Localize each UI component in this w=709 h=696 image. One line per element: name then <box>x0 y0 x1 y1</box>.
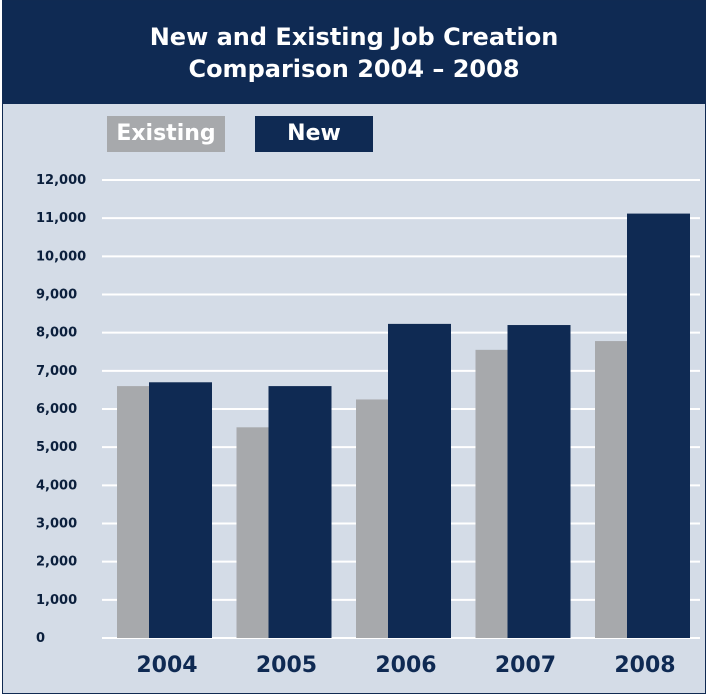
y-tick-label: 9,000 <box>36 288 77 303</box>
bar-new <box>268 386 332 638</box>
y-tick-label: 12,000 <box>36 173 86 188</box>
y-tick-label: 8,000 <box>36 326 77 341</box>
chart-header: New and Existing Job Creation Comparison… <box>3 1 705 104</box>
bar-new <box>507 325 571 638</box>
x-tick-label: 2007 <box>495 653 556 678</box>
x-tick-label: 2005 <box>256 653 317 678</box>
x-tick-label: 2004 <box>136 653 197 678</box>
x-tick-label: 2006 <box>375 653 436 678</box>
x-tick-label: 2008 <box>614 653 675 678</box>
y-tick-label: 2,000 <box>36 555 77 570</box>
chart-title-line-1: New and Existing Job Creation <box>149 23 559 51</box>
bar-new <box>149 382 212 638</box>
chart-title-line-2: Comparison 2004 – 2008 <box>188 55 520 83</box>
y-tick-label: 10,000 <box>36 249 86 264</box>
y-tick-label: 1,000 <box>36 593 77 608</box>
y-tick-label: 0 <box>36 631 45 646</box>
bar-new <box>627 213 690 638</box>
legend-new: New <box>255 116 373 152</box>
y-tick-label: 4,000 <box>36 478 77 493</box>
legend-existing: Existing <box>107 116 225 152</box>
y-tick-label: 7,000 <box>36 364 77 379</box>
y-tick-label: 6,000 <box>36 402 77 417</box>
y-tick-label: 11,000 <box>36 211 86 226</box>
bar-new <box>388 323 451 638</box>
y-tick-label: 3,000 <box>36 517 77 532</box>
y-tick-label: 5,000 <box>36 440 77 455</box>
